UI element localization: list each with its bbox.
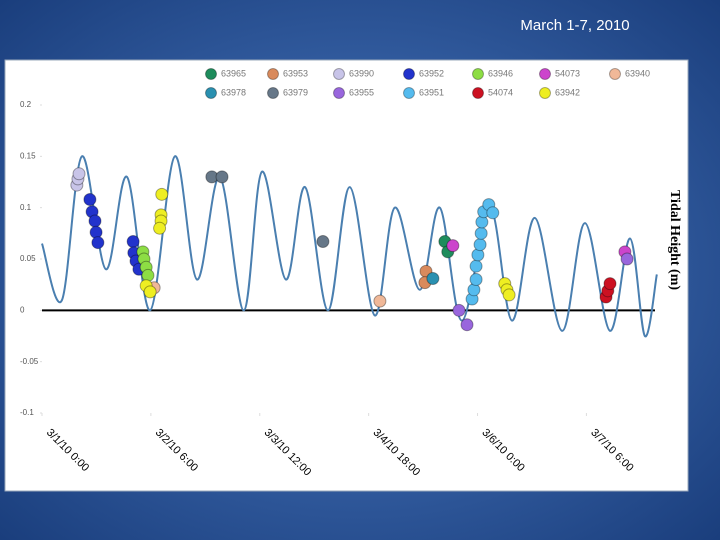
data-point: [474, 226, 488, 240]
legend-label: 63990: [349, 68, 374, 78]
legend-label: 63955: [349, 87, 374, 97]
data-point: [155, 187, 169, 201]
data-point: [502, 288, 516, 302]
data-point: [373, 294, 387, 308]
legend-marker: [205, 87, 217, 99]
y-tick-label: 0.15: [20, 151, 36, 160]
y-tick-label: 0: [20, 305, 25, 314]
data-point: [603, 277, 617, 291]
legend-label: 54074: [488, 87, 513, 97]
legend-label: 63952: [419, 68, 444, 78]
legend-marker: [539, 87, 551, 99]
legend-marker: [403, 68, 415, 80]
legend-marker: [472, 87, 484, 99]
slide-title: March 1-7, 2010: [520, 17, 629, 34]
data-point: [486, 206, 500, 220]
legend-label: 63951: [419, 87, 444, 97]
legend-label: 63978: [221, 87, 246, 97]
data-point: [469, 273, 483, 287]
y-tick-label: 0.05: [20, 254, 36, 263]
data-point: [88, 214, 102, 228]
legend-marker: [267, 87, 279, 99]
data-point: [153, 221, 167, 235]
legend-label: 63942: [555, 87, 580, 97]
legend-label: 63965: [221, 68, 246, 78]
data-point: [143, 285, 157, 299]
data-point: [469, 259, 483, 273]
data-point: [620, 252, 634, 266]
legend-label: 63940: [625, 68, 650, 78]
data-point: [72, 167, 86, 181]
legend-marker: [333, 87, 345, 99]
legend-marker: [472, 68, 484, 80]
data-point: [452, 303, 466, 317]
data-point: [473, 238, 487, 252]
data-point: [215, 170, 229, 184]
legend-marker: [403, 87, 415, 99]
data-point: [91, 236, 105, 250]
legend-marker: [609, 68, 621, 80]
data-point: [126, 235, 140, 249]
legend-marker: [539, 68, 551, 80]
data-point: [460, 318, 474, 332]
y-tick-label: 0.1: [20, 203, 32, 212]
legend-marker: [205, 68, 217, 80]
legend-label: 63946: [488, 68, 513, 78]
legend-label: 63979: [283, 87, 308, 97]
legend-label: 54073: [555, 68, 580, 78]
legend-marker: [267, 68, 279, 80]
data-point: [316, 235, 330, 249]
data-point: [446, 239, 460, 253]
data-point: [83, 192, 97, 206]
y-tick-label: -0.1: [20, 408, 34, 417]
legend-label: 63953: [283, 68, 308, 78]
data-point: [426, 272, 440, 286]
y-axis-label: Tidal Height (m): [667, 190, 682, 290]
legend-marker: [333, 68, 345, 80]
y-tick-label: -0.05: [20, 357, 39, 366]
y-tick-label: 0.2: [20, 100, 32, 109]
tide-line: [41, 155, 658, 338]
chart-panel: [4, 59, 689, 492]
